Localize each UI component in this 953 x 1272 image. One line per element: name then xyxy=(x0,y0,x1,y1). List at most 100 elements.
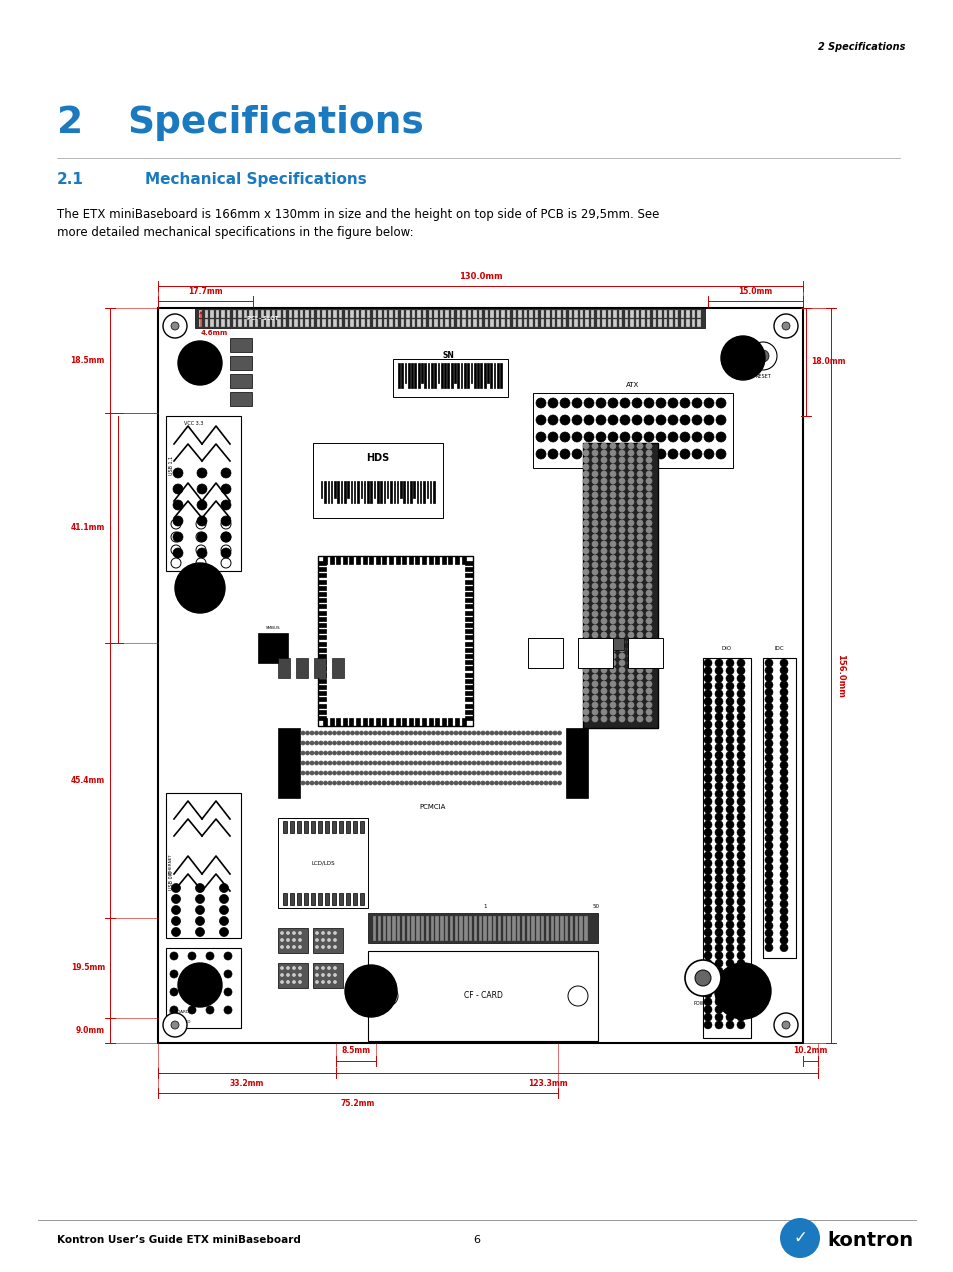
Circle shape xyxy=(301,761,305,764)
Circle shape xyxy=(703,705,711,714)
Circle shape xyxy=(725,859,733,868)
Circle shape xyxy=(196,548,207,558)
Bar xyxy=(199,319,201,326)
Bar xyxy=(333,310,335,317)
Circle shape xyxy=(280,967,283,969)
Circle shape xyxy=(557,761,561,764)
Circle shape xyxy=(725,798,733,805)
Circle shape xyxy=(592,667,598,673)
Circle shape xyxy=(714,667,722,674)
Circle shape xyxy=(714,967,722,976)
Bar xyxy=(230,356,252,370)
Circle shape xyxy=(703,851,711,860)
Circle shape xyxy=(592,457,598,463)
Circle shape xyxy=(737,959,744,967)
Circle shape xyxy=(645,625,651,631)
Circle shape xyxy=(618,457,624,463)
Circle shape xyxy=(350,750,355,756)
Bar xyxy=(467,310,470,317)
Circle shape xyxy=(714,1021,722,1029)
Circle shape xyxy=(645,492,651,499)
Circle shape xyxy=(764,848,772,857)
Circle shape xyxy=(737,752,744,759)
Circle shape xyxy=(280,931,283,935)
Bar xyxy=(420,363,422,383)
Circle shape xyxy=(440,750,444,756)
Circle shape xyxy=(703,667,711,674)
Circle shape xyxy=(645,590,651,597)
Text: 6: 6 xyxy=(473,1235,480,1245)
Bar xyxy=(464,667,473,670)
Circle shape xyxy=(609,576,616,583)
Circle shape xyxy=(395,771,399,775)
Circle shape xyxy=(298,939,301,941)
Circle shape xyxy=(609,569,616,575)
Circle shape xyxy=(494,742,498,745)
Circle shape xyxy=(703,951,711,959)
Circle shape xyxy=(637,639,642,645)
Circle shape xyxy=(221,468,231,478)
Text: 2: 2 xyxy=(57,106,83,141)
Circle shape xyxy=(381,742,386,745)
Bar xyxy=(448,717,452,726)
Circle shape xyxy=(395,781,399,785)
Bar xyxy=(317,660,326,664)
Circle shape xyxy=(458,771,462,775)
Circle shape xyxy=(600,611,606,617)
Circle shape xyxy=(512,761,516,764)
Circle shape xyxy=(592,660,598,667)
Bar xyxy=(551,319,554,326)
Bar xyxy=(658,310,660,317)
Circle shape xyxy=(172,884,180,893)
Circle shape xyxy=(637,660,642,667)
Circle shape xyxy=(780,813,787,820)
Circle shape xyxy=(773,314,797,338)
Circle shape xyxy=(321,981,324,983)
Circle shape xyxy=(368,731,372,735)
Circle shape xyxy=(725,682,733,691)
Circle shape xyxy=(725,721,733,729)
Circle shape xyxy=(703,982,711,991)
Circle shape xyxy=(725,752,733,759)
Circle shape xyxy=(637,597,642,603)
Bar xyxy=(296,820,301,833)
Circle shape xyxy=(364,781,368,785)
Circle shape xyxy=(780,871,787,879)
Circle shape xyxy=(368,771,372,775)
Circle shape xyxy=(607,449,618,459)
Circle shape xyxy=(449,731,453,735)
Bar xyxy=(393,359,507,397)
Bar xyxy=(317,641,326,646)
Circle shape xyxy=(172,532,183,542)
Circle shape xyxy=(298,981,301,983)
Bar xyxy=(355,717,359,726)
Bar xyxy=(579,310,581,317)
Bar xyxy=(387,916,390,940)
Circle shape xyxy=(582,667,588,673)
Bar xyxy=(562,319,565,326)
Circle shape xyxy=(600,639,606,645)
Bar xyxy=(377,319,380,326)
Bar xyxy=(445,310,447,317)
Bar xyxy=(362,556,366,563)
Circle shape xyxy=(703,744,711,752)
Circle shape xyxy=(559,415,569,425)
Bar xyxy=(435,556,438,563)
Circle shape xyxy=(404,761,408,764)
Circle shape xyxy=(547,449,558,459)
Text: DIO: DIO xyxy=(721,646,731,651)
Circle shape xyxy=(530,731,534,735)
Bar xyxy=(441,556,445,563)
Circle shape xyxy=(293,973,295,977)
Circle shape xyxy=(780,710,787,719)
Circle shape xyxy=(413,781,417,785)
Circle shape xyxy=(619,449,629,459)
Bar xyxy=(317,617,326,621)
Circle shape xyxy=(764,667,772,674)
Circle shape xyxy=(221,516,231,527)
Circle shape xyxy=(600,471,606,477)
Circle shape xyxy=(476,742,480,745)
Circle shape xyxy=(737,851,744,860)
Circle shape xyxy=(221,500,231,510)
Circle shape xyxy=(172,927,180,936)
